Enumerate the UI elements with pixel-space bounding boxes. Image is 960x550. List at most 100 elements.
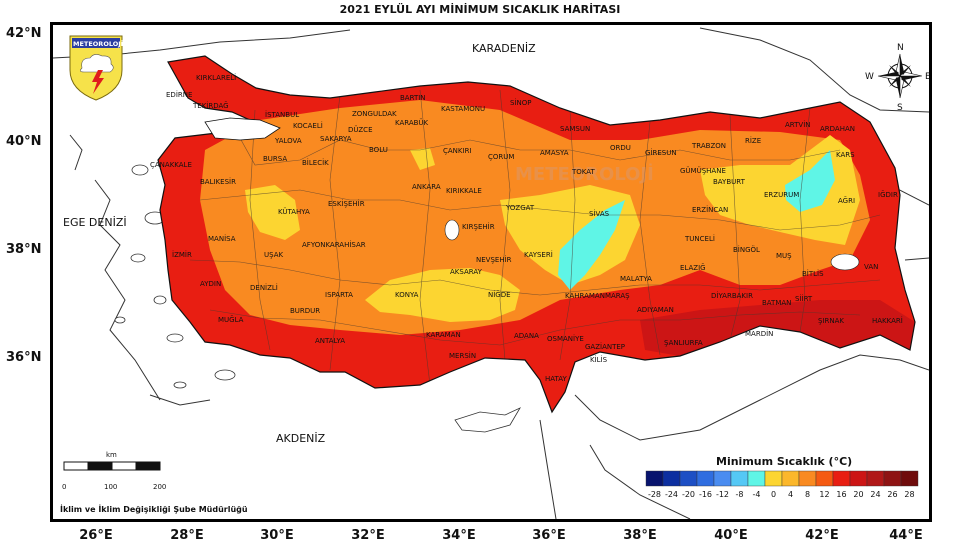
map-title: 2021 EYLÜL AYI MİNİMUM SICAKLIK HARİTASI [339,3,621,16]
city-label: BARTIN [400,94,426,102]
cloud-icon [80,54,114,73]
city-label: ÇORUM [488,153,514,161]
city-label: İSTANBUL [265,110,299,119]
city-label: ARDAHAN [820,125,855,133]
city-label: ZONGULDAK [352,110,397,118]
city-label: KAYSERİ [524,250,553,259]
lake-van [830,253,860,271]
map-frame: METEOROLOJİ KARADENİZ EGE DENİZİ AKDENİZ… [50,22,932,522]
sea-of-marmara [204,117,281,141]
legend-swatch [764,470,783,487]
legend-ticks: -28 -24 -20 -16 -12 -8 -4 0 4 8 12 16 20 24 26 28 [648,490,915,499]
legend-swatch [798,470,817,487]
legend-tick-label: 12 [819,490,829,499]
city-label: EDİRNE [166,90,192,99]
sea-label-black-sea: KARADENİZ [472,42,536,55]
legend-tick-label: 20 [853,490,863,499]
scale-unit: km [106,451,117,459]
city-label: KARABÜK [395,118,429,127]
compass-e: E [925,72,929,82]
map-canvas: METEOROLOJİ KARADENİZ EGE DENİZİ AKDENİZ… [53,27,929,519]
legend-swatch [730,470,749,487]
legend-swatch [645,470,664,487]
city-label: ERZURUM [764,191,799,199]
city-label: ANTALYA [315,337,345,345]
city-label: SAMSUN [560,125,590,133]
city-label: DENİZLİ [250,283,278,292]
city-label: GÜMÜŞHANE [680,166,726,175]
city-label: OSMANİYE [547,334,584,343]
city-label: BATMAN [762,299,791,307]
compass-w: W [865,72,874,82]
city-label: BİLECİK [302,158,329,167]
city-label: TRABZON [691,142,726,150]
city-label: KIRŞEHİR [462,222,495,231]
city-label: MALATYA [620,275,652,283]
city-label: BALIKESİR [200,177,236,186]
city-label: ÇANAKKALE [150,161,192,169]
city-labels: KIRKLARELİ EDİRNE TEKİRDAĞ İSTANBUL KOCA… [150,73,903,383]
city-label: BURDUR [290,307,320,315]
watermark-text: METEOROLOJİ [515,163,654,185]
lon-label-36: 36°E [532,528,566,543]
city-label: UŞAK [264,251,283,259]
city-label: ESKİŞEHİR [328,199,365,208]
city-label: KİLİS [590,355,608,364]
city-label: AKSARAY [450,268,483,276]
city-label: MUŞ [776,252,792,260]
cyprus-island [454,407,521,433]
lightning-icon [92,70,104,94]
city-label: HATAY [545,375,567,383]
city-label: KÜTAHYA [278,207,310,216]
city-label: YOZGAT [505,204,535,212]
lat-label-38: 38°N [6,242,42,257]
city-label: TOKAT [571,168,595,176]
city-label: ISPARTA [325,291,353,299]
legend-swatch [747,470,766,487]
sea-label-aegean: EGE DENİZİ [63,216,127,229]
city-label: DÜZCE [348,125,373,134]
lat-label-36: 36°N [6,350,42,365]
city-label: BİTLİS [802,269,824,278]
legend-swatches [645,470,919,487]
sea-label-mediterranean: AKDENİZ [276,432,326,445]
lon-label-34: 34°E [442,528,476,543]
scale-bar: km 0 100 200 [62,451,166,491]
city-label: NİĞDE [488,290,511,299]
city-label: BOLU [369,146,388,154]
city-label: ŞANLIURFA [664,339,703,347]
lon-label-38: 38°E [623,528,657,543]
legend-tick-label: -16 [699,490,712,499]
logo-text: METEOROLOJİ [73,39,123,48]
compass-rose: N S E W [865,43,929,113]
aegean-islands [114,164,236,389]
city-label: ÇANKIRI [443,147,472,155]
city-label: SAKARYA [320,135,352,143]
legend-tick-label: 16 [836,490,846,499]
legend-tick-label: -4 [753,490,761,499]
legend-swatch [866,470,885,487]
legend-swatch [713,470,732,487]
city-label: HAKKARİ [872,316,903,325]
meteoroloji-logo: METEOROLOJİ [69,35,123,101]
compass-s: S [897,103,903,113]
city-label: GAZİANTEP [585,342,625,351]
city-label: KARAMAN [426,331,461,339]
city-label: MARDİN [745,329,773,338]
scale-label-200: 200 [153,483,166,491]
legend-tick-label: -28 [648,490,661,499]
city-label: TEKİRDAĞ [192,101,229,110]
city-label: ANKARA [412,183,441,191]
city-label: BİNGÖL [733,245,760,254]
lake-tuz [444,219,460,241]
city-label: IĞDIR [878,190,898,199]
city-label: DİYARBAKIR [711,291,753,300]
lat-label-40: 40°N [6,134,42,149]
lon-label-28: 28°E [170,528,204,543]
legend-swatch [900,470,919,487]
city-label: KOCAELİ [293,121,323,130]
city-label: ADIYAMAN [637,306,674,314]
city-label: KASTAMONU [441,105,485,113]
legend-tick-label: 24 [870,490,880,499]
legend-tick-label: 26 [887,490,897,499]
